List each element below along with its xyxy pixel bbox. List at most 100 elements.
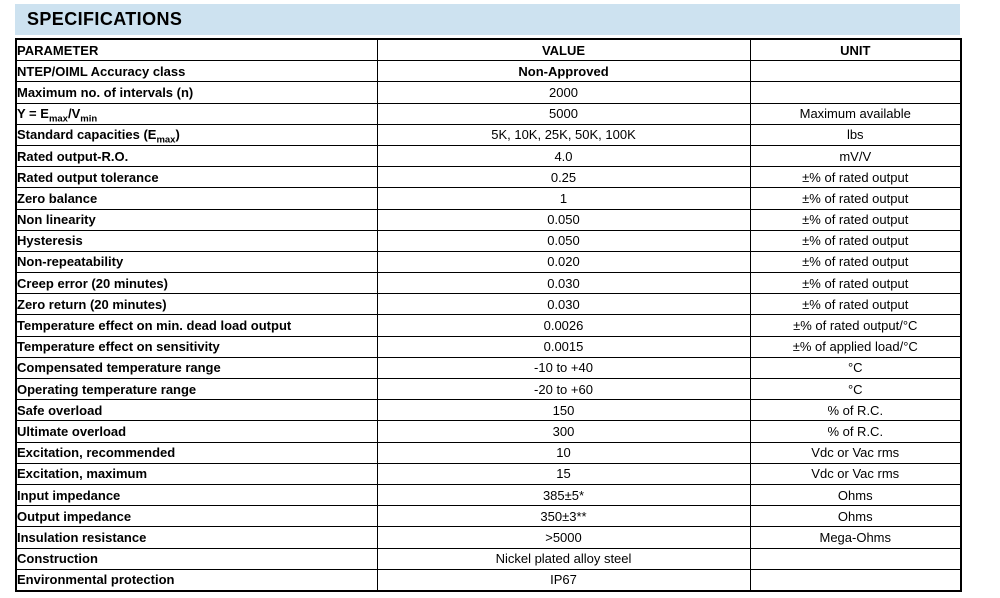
unit-cell — [749, 568, 962, 592]
column-header-parameter: PARAMETER — [15, 38, 378, 62]
unit-cell: ±% of rated output — [749, 187, 962, 210]
table-row: Excitation, recommended 10 Vdc or Vac rms — [15, 441, 962, 464]
specifications-banner: SPECIFICATIONS — [15, 4, 960, 35]
table-row: Standard capacities (Emax) 5K, 10K, 25K, … — [15, 123, 962, 146]
table-row: Zero balance 1 ±% of rated output — [15, 187, 962, 210]
column-header-unit: UNIT — [749, 38, 962, 62]
parameter-cell: Hysteresis — [15, 229, 378, 252]
value-cell: 0.0015 — [376, 335, 751, 358]
parameter-cell: Temperature effect on min. dead load out… — [15, 314, 378, 337]
value-cell: 0.050 — [376, 208, 751, 231]
table-row: Rated output tolerance 0.25 ±% of rated ou… — [15, 166, 962, 189]
table-row: Safe overload 150% of R.C. — [15, 399, 962, 422]
parameter-cell: Compensated temperature range — [15, 356, 378, 380]
table-row: Y = Emax/Vmin 5000 Maximum available — [15, 102, 962, 125]
value-cell: 0.25 — [376, 166, 751, 189]
table-row: Insulation resistance >5000 Mega-Ohms — [15, 526, 962, 549]
unit-cell: Ohms — [749, 505, 962, 528]
table-row: Compensated temperature range -10 to +40 °… — [15, 356, 962, 380]
parameter-cell: Non linearity — [15, 208, 378, 231]
value-cell: 0.020 — [376, 250, 751, 274]
value-cell: 10 — [376, 441, 751, 464]
table-row: Output impedance 350±3** Ohms — [15, 505, 962, 528]
value-cell: IP67 — [376, 568, 751, 592]
value-cell: 300 — [376, 420, 751, 443]
parameter-cell: NTEP/OIML Accuracy class — [15, 60, 378, 83]
table-row: Input impedance 385±5* Ohms — [15, 483, 962, 507]
unit-cell: °C — [749, 377, 962, 401]
parameter-cell: Input impedance — [15, 483, 378, 507]
table-row: Construction Nickel plated alloy steel — [15, 547, 962, 570]
parameter-cell: Excitation, maximum — [15, 462, 378, 485]
parameter-cell: Environmental protection — [15, 568, 378, 592]
table-row: Zero return (20 minutes) 0.030 ±% of rated… — [15, 293, 962, 316]
value-cell: 150 — [376, 399, 751, 422]
unit-cell — [749, 547, 962, 570]
unit-cell: ±% of rated output — [749, 272, 962, 295]
parameter-cell: Ultimate overload — [15, 420, 378, 443]
value-cell: 0.030 — [376, 272, 751, 295]
table-row: Temperature effect on sensitivity 0.0015 ±… — [15, 335, 962, 358]
parameter-cell: Rated output-R.O. — [15, 144, 378, 168]
parameter-cell: Construction — [15, 547, 378, 570]
parameter-cell: Creep error (20 minutes) — [15, 272, 378, 295]
table-row: Creep error (20 minutes) 0.030 ±% of rated… — [15, 272, 962, 295]
parameter-cell: Y = Emax/Vmin — [15, 102, 378, 125]
unit-cell: ±% of rated output — [749, 293, 962, 316]
unit-cell: % of R.C. — [749, 420, 962, 443]
table-row: Rated output-R.O. 4.0 mV/V — [15, 144, 962, 168]
unit-cell: ±% of rated output — [749, 250, 962, 274]
table-row: Non-repeatability 0.020 ±% of rated output — [15, 250, 962, 274]
table-row: NTEP/OIML Accuracy class Non-Approved — [15, 60, 962, 83]
parameter-cell: Excitation, recommended — [15, 441, 378, 464]
parameter-cell: Maximum no. of intervals (n) — [15, 81, 378, 104]
parameter-cell: Standard capacities (Emax) — [15, 123, 378, 146]
value-cell: Non-Approved — [376, 60, 751, 83]
table-row: Hysteresis 0.050 ±% of rated output — [15, 229, 962, 252]
value-cell: 1 — [376, 187, 751, 210]
parameter-cell: Output impedance — [15, 505, 378, 528]
unit-cell: °C — [749, 356, 962, 380]
parameter-cell: Rated output tolerance — [15, 166, 378, 189]
unit-cell: ±% of rated output — [749, 229, 962, 252]
table-row: Maximum no. of intervals (n) 2000 — [15, 81, 962, 104]
page-title: SPECIFICATIONS — [27, 9, 183, 29]
value-cell: >5000 — [376, 526, 751, 549]
parameter-cell: Non-repeatability — [15, 250, 378, 274]
unit-cell — [749, 81, 962, 104]
value-cell: -10 to +40 — [376, 356, 751, 380]
value-cell: 5000 — [376, 102, 751, 125]
table-header-row: PARAMETER VALUE UNIT — [15, 38, 962, 62]
value-cell: 350±3** — [376, 505, 751, 528]
unit-cell: ±% of rated output — [749, 208, 962, 231]
table-row: Non linearity 0.050 ±% of rated output — [15, 208, 962, 231]
unit-cell — [749, 60, 962, 83]
table-row: Operating temperature range -20 to +60 °C — [15, 377, 962, 401]
unit-cell: mV/V — [749, 144, 962, 168]
parameter-cell: Operating temperature range — [15, 377, 378, 401]
parameter-cell: Zero return (20 minutes) — [15, 293, 378, 316]
value-cell: 4.0 — [376, 144, 751, 168]
value-cell: 0.050 — [376, 229, 751, 252]
column-header-value: VALUE — [376, 38, 751, 62]
value-cell: 5K, 10K, 25K, 50K, 100K — [376, 123, 751, 146]
parameter-cell: Safe overload — [15, 399, 378, 422]
unit-cell: Vdc or Vac rms — [749, 462, 962, 485]
value-cell: 0.0026 — [376, 314, 751, 337]
parameter-cell: Temperature effect on sensitivity — [15, 335, 378, 358]
unit-cell: Maximum available — [749, 102, 962, 125]
unit-cell: % of R.C. — [749, 399, 962, 422]
parameter-cell: Zero balance — [15, 187, 378, 210]
table-row: Environmental protection IP67 — [15, 568, 962, 592]
unit-cell: Vdc or Vac rms — [749, 441, 962, 464]
unit-cell: ±% of rated output/°C — [749, 314, 962, 337]
value-cell: 385±5* — [376, 483, 751, 507]
value-cell: 2000 — [376, 81, 751, 104]
unit-cell: Ohms — [749, 483, 962, 507]
unit-cell: ±% of applied load/°C — [749, 335, 962, 358]
table-row: Ultimate overload 300% of R.C. — [15, 420, 962, 443]
table-row: Temperature effect on min. dead load out… — [15, 314, 962, 337]
value-cell: 15 — [376, 462, 751, 485]
unit-cell: Mega-Ohms — [749, 526, 962, 549]
value-cell: -20 to +60 — [376, 377, 751, 401]
